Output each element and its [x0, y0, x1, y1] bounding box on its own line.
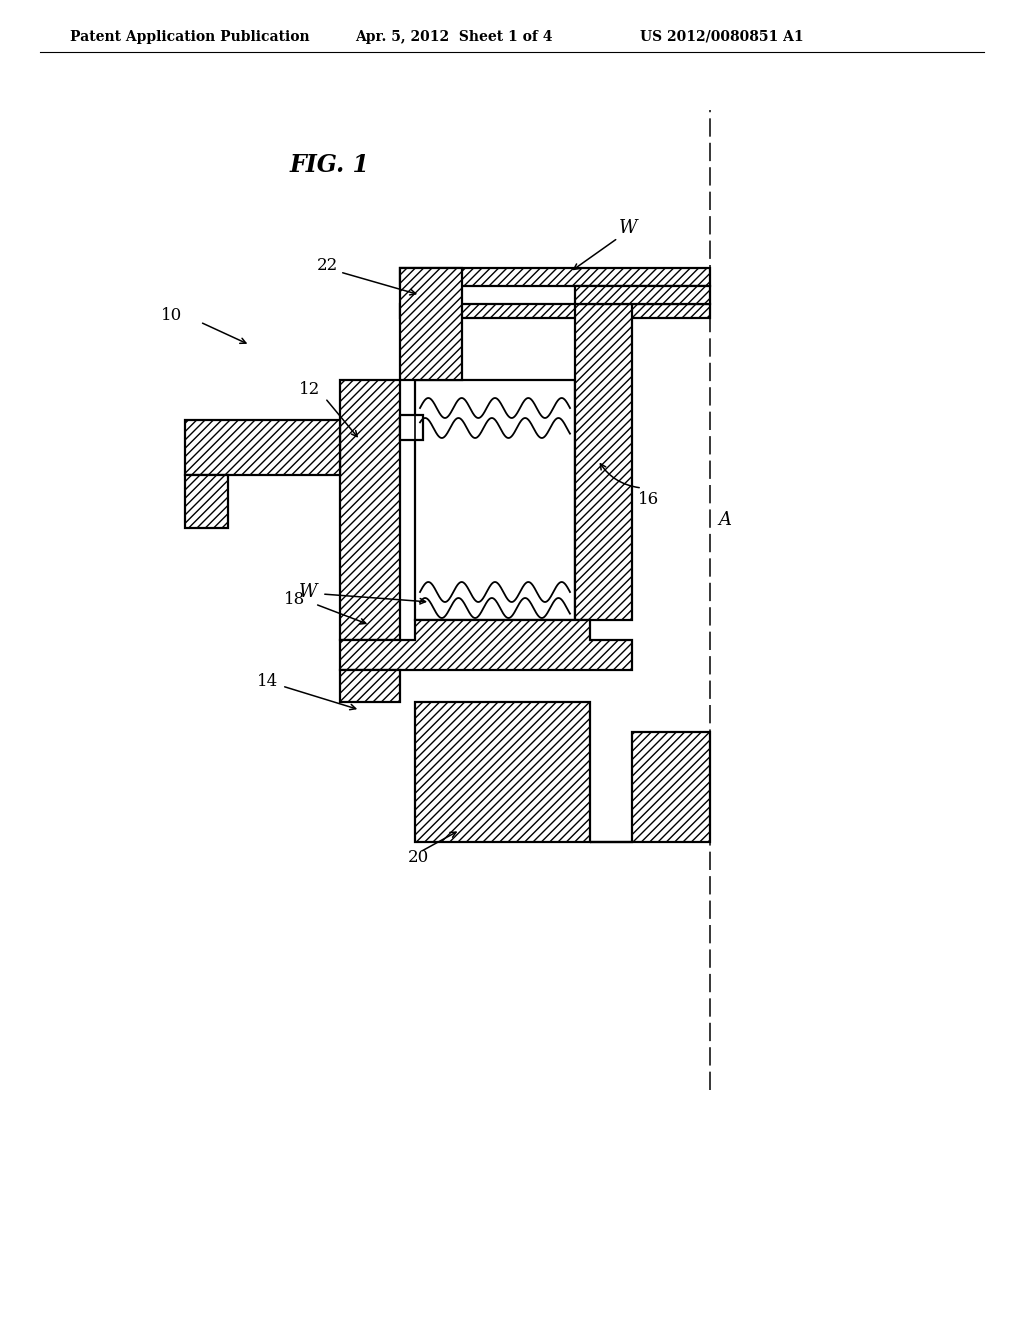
- Polygon shape: [400, 268, 462, 380]
- Text: 16: 16: [637, 491, 658, 508]
- Text: 12: 12: [299, 381, 321, 399]
- Polygon shape: [575, 304, 632, 620]
- Polygon shape: [575, 286, 710, 304]
- Polygon shape: [340, 671, 400, 702]
- Text: 18: 18: [285, 591, 305, 609]
- Text: 14: 14: [257, 673, 279, 690]
- Polygon shape: [185, 420, 340, 475]
- Text: A: A: [718, 511, 731, 529]
- Text: W: W: [618, 219, 637, 238]
- Text: US 2012/0080851 A1: US 2012/0080851 A1: [640, 30, 804, 44]
- Text: FIG. 1: FIG. 1: [290, 153, 370, 177]
- Text: W: W: [299, 583, 317, 601]
- Polygon shape: [400, 414, 423, 440]
- Text: 10: 10: [161, 306, 182, 323]
- Polygon shape: [590, 733, 710, 842]
- Polygon shape: [340, 620, 632, 671]
- Text: Patent Application Publication: Patent Application Publication: [70, 30, 309, 44]
- Polygon shape: [415, 380, 575, 620]
- Polygon shape: [415, 702, 590, 842]
- Text: Apr. 5, 2012  Sheet 1 of 4: Apr. 5, 2012 Sheet 1 of 4: [355, 30, 553, 44]
- Text: 22: 22: [316, 256, 338, 273]
- Polygon shape: [400, 304, 710, 318]
- Polygon shape: [340, 380, 400, 640]
- Text: 20: 20: [408, 850, 429, 866]
- Polygon shape: [185, 475, 228, 528]
- Polygon shape: [400, 268, 710, 286]
